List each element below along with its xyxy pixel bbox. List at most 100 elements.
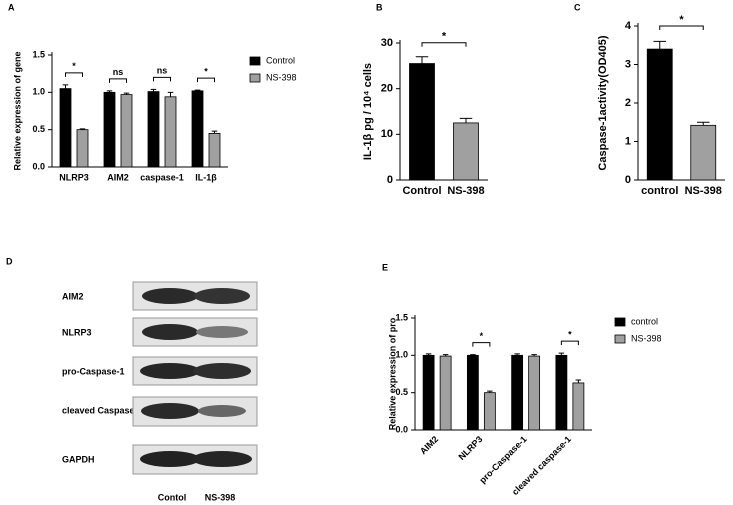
y-tick-label: 1.5 [32,49,45,59]
error-bar [211,130,218,134]
legend-label: NS-398 [266,72,297,82]
bar [409,63,435,181]
y-tick-label: 20 [381,83,393,95]
x-tick-label: NLRP3 [59,172,89,182]
legend-swatch [614,334,626,344]
significance-label: * [442,31,447,43]
y-axis-label: IL-1β pg / 10⁴ cells [362,63,374,160]
chart-panel: A Relative expression of gene 0.0 0.5 1.0 1.5… [8,2,297,182]
y-tick-label: 0.5 [395,387,408,397]
legend-label: control [631,316,658,326]
bar [147,91,160,168]
error-bar [487,390,493,393]
y-tick-label: 1.0 [395,350,408,360]
panel-label: C [574,2,581,12]
bar [164,96,177,168]
y-axis-label: Relative expression of pro [387,317,397,430]
x-tick-label: IL-1β [195,172,217,182]
error-bar [558,352,565,356]
y-tick-label: 0 [387,174,393,186]
bar [439,355,452,431]
significance-bracket [560,340,579,346]
blot-row-label: AIM2 [62,291,84,301]
x-tick-label: AIM2 [418,434,440,456]
error-bar [194,89,201,91]
blot-row-label: NLRP3 [62,327,92,337]
significance-bracket [472,342,491,347]
bar [120,94,133,168]
bar [690,124,717,181]
error-bar [415,56,429,64]
bar [453,122,479,181]
significance-label: * [568,329,572,339]
error-bar [459,117,473,123]
panel-label: A [8,2,15,12]
bar [422,354,435,431]
x-tick-label: caspase-1 [140,172,184,182]
significance-label: * [204,66,208,76]
bar [555,354,568,431]
error-bar [470,354,476,356]
error-bar [697,121,710,126]
y-tick-label: 0.0 [32,161,45,171]
blot-lane-label: Contol [158,492,187,502]
significance-label: ns [113,67,124,77]
y-tick-label: 3 [625,58,631,70]
x-tick-label: Control [402,185,441,197]
y-tick-label: 4 [625,20,632,32]
significance-bracket [421,42,467,47]
blot-lane-label: NS-398 [205,492,236,502]
error-bar [123,92,130,95]
bar [572,382,585,431]
bar [76,129,89,168]
y-tick-label: 30 [381,37,393,49]
y-tick-label: 0.0 [395,424,408,434]
bar [511,354,524,431]
blot-panel: D AIM2 NLRP3 pro-Caspase-1 cleaved Caspa… [6,256,258,502]
x-tick-label: NS-398 [447,185,484,197]
blot-row-label: GAPDH [62,454,95,464]
legend-label: NS-398 [631,333,662,343]
error-bar [442,354,449,357]
error-bar [79,128,86,130]
x-tick-label: control [641,185,678,197]
y-tick-label: 10 [381,128,393,140]
y-tick-label: 0 [625,174,631,186]
significance-bracket [109,78,127,83]
significance-bracket [659,25,704,30]
bar [191,90,204,168]
panel-label: D [6,256,13,266]
blot-image [132,281,258,475]
y-tick-label: 1.0 [32,87,45,97]
significance-bracket [197,77,215,83]
significance-bracket [65,72,83,77]
error-bar [514,353,520,356]
y-axis-label: Relative expression of gene [12,51,22,170]
error-bar [106,90,113,93]
y-tick-label: 2 [625,97,631,109]
y-tick-label: 0.5 [32,124,45,134]
bar [646,48,673,181]
blot-row-label: cleaved Caspase-1 [62,405,143,415]
panel-label: E [382,262,388,272]
x-tick-label: NLRP3 [457,434,485,462]
significance-label: ns [157,66,168,76]
chart-panel: C Caspase-1activity(OD405) 0 1 2 3 4 control NS-… [574,2,725,197]
bar [103,91,116,168]
y-tick-label: 1 [625,135,631,147]
legend-swatch [614,317,626,327]
significance-label: * [72,61,76,71]
significance-label: * [480,331,484,341]
bar [59,88,72,168]
significance-label: * [679,14,684,26]
significance-bracket [153,76,171,82]
x-tick-label: AIM2 [107,172,129,182]
error-bar [653,40,666,50]
error-bar [167,91,174,97]
bar [528,355,541,431]
panel-label: B [376,2,383,12]
bar [483,392,496,431]
error-bar [150,88,157,92]
